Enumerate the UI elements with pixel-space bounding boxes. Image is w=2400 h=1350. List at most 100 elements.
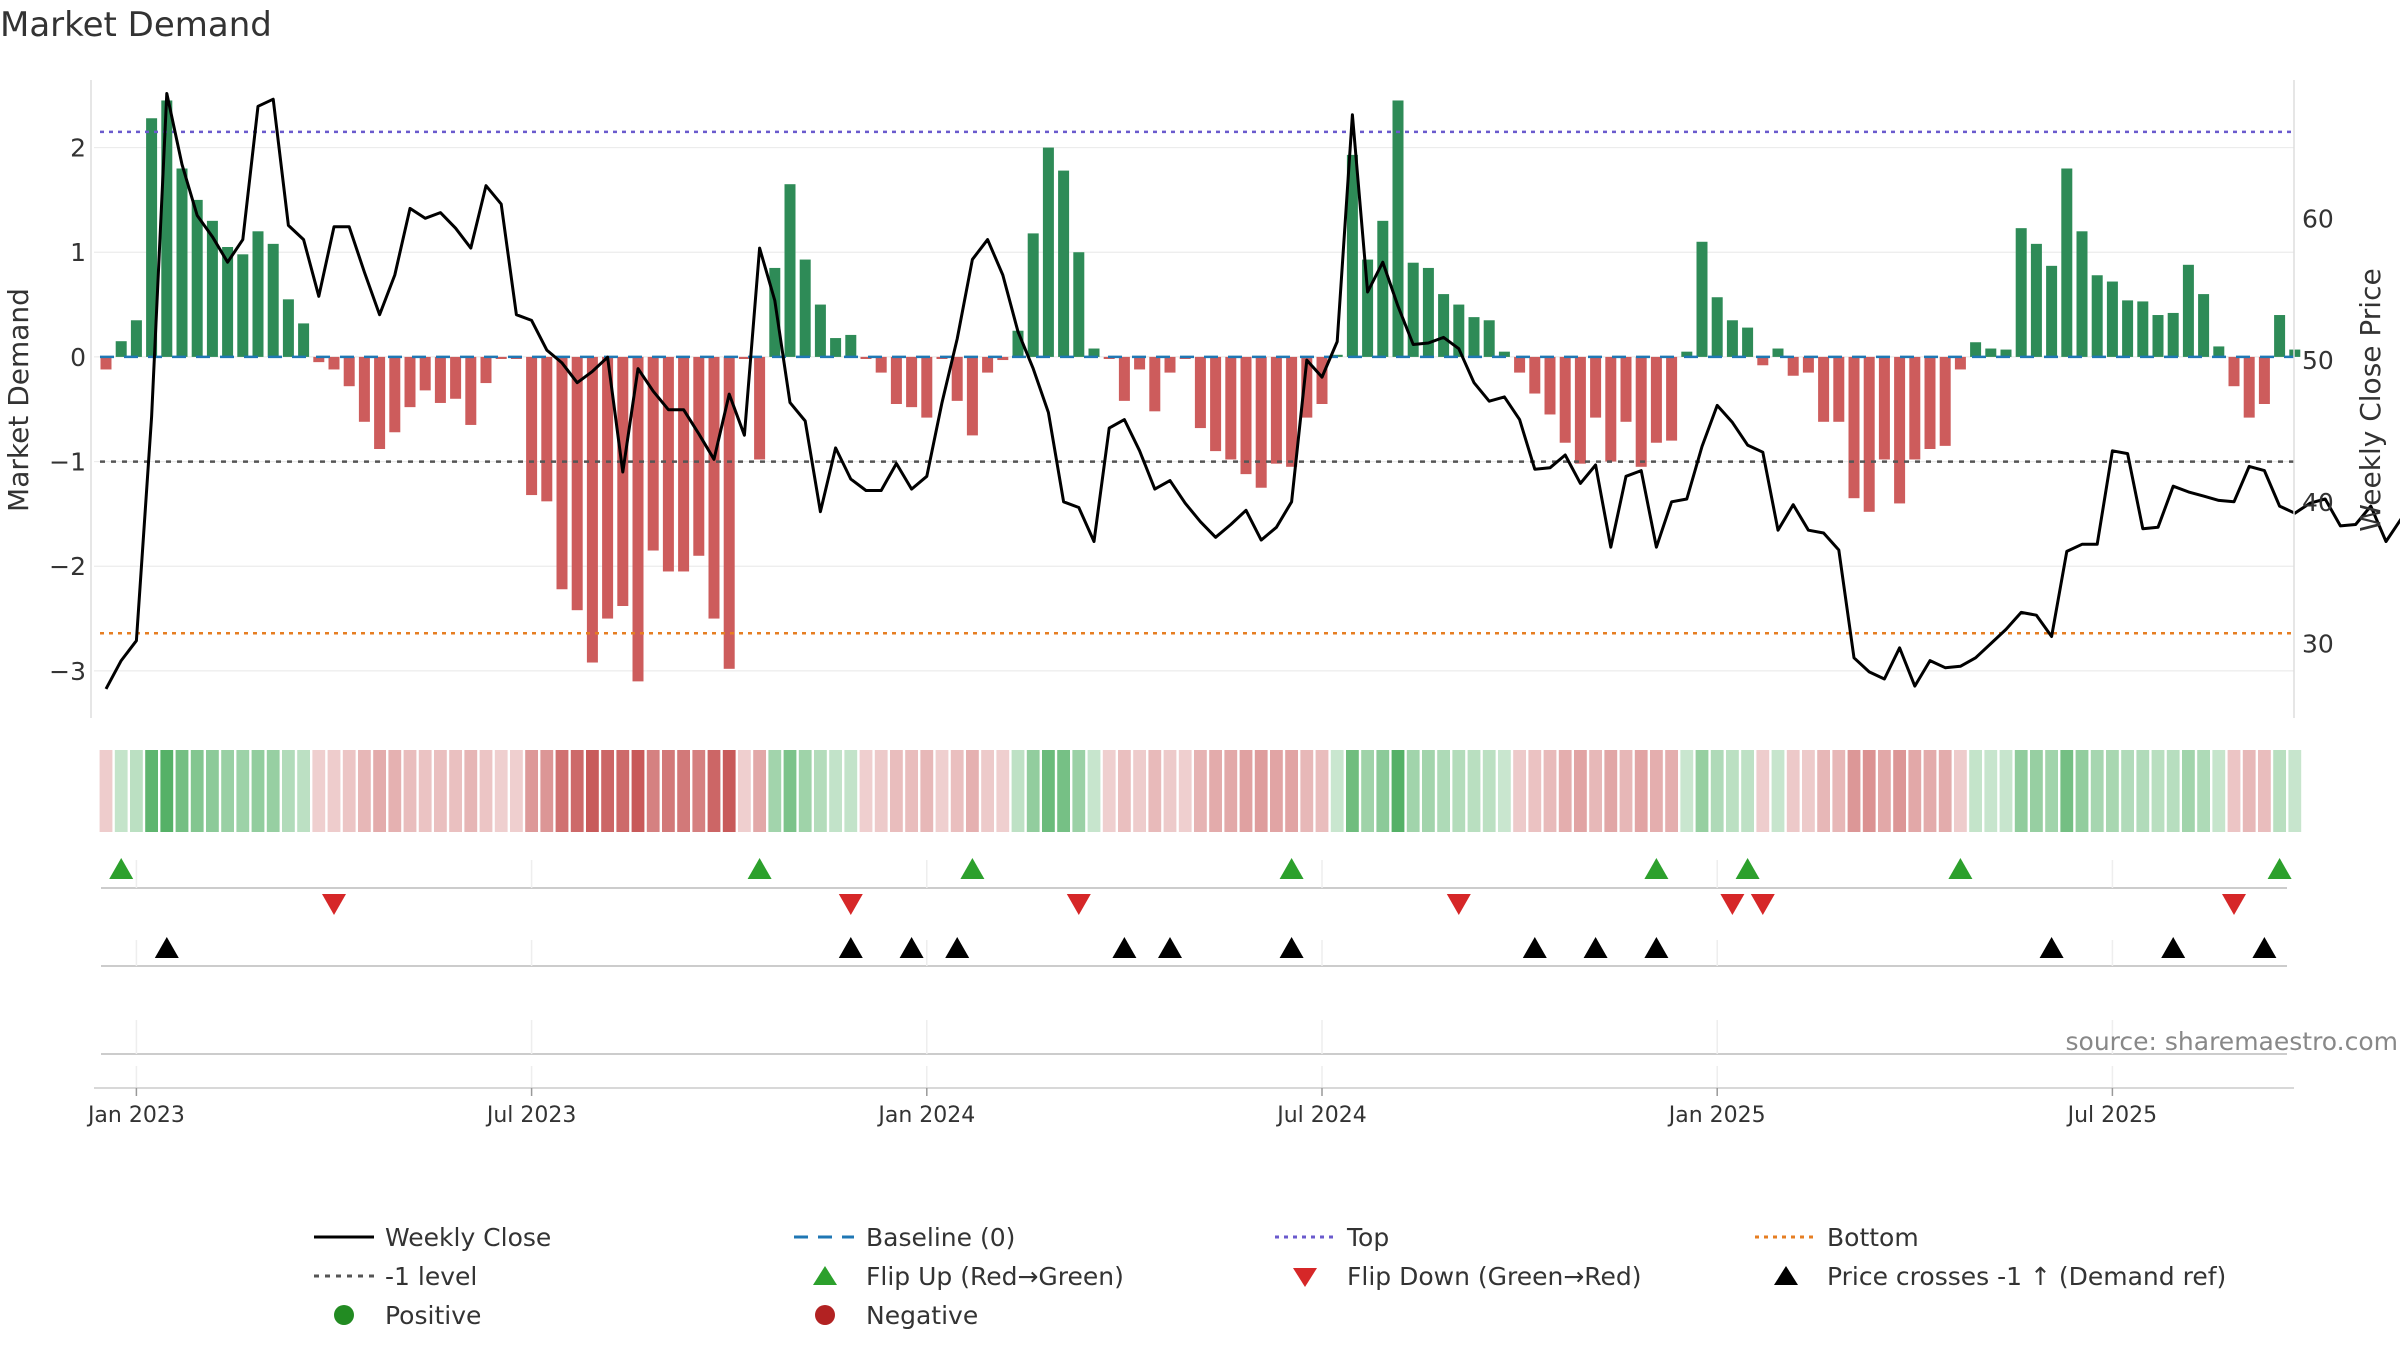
heat-cell <box>753 750 766 832</box>
demand-bar <box>860 356 872 359</box>
heat-cell <box>403 750 417 832</box>
heat-cell <box>1923 750 1937 832</box>
demand-bar <box>526 356 538 496</box>
heat-cell <box>1330 750 1344 832</box>
demand-bar <box>2015 228 2027 357</box>
heat-cell <box>1315 750 1329 832</box>
demand-bar <box>2046 265 2058 357</box>
demand-bar <box>343 356 355 387</box>
heat-cell <box>1057 750 1070 832</box>
marker-panels <box>101 860 2287 1088</box>
demand-bar <box>282 299 294 357</box>
heat-cell <box>1589 750 1602 832</box>
heat-cell <box>2045 750 2058 832</box>
legend-item-weekly-close: Weekly Close <box>314 1223 551 1252</box>
demand-bar <box>1240 356 1252 475</box>
heat-cell <box>494 750 508 832</box>
heat-cell <box>114 750 128 832</box>
heat-cell <box>2121 750 2134 832</box>
legend-label-bottom: Bottom <box>1827 1223 1919 1252</box>
heat-cell <box>312 750 326 832</box>
x-tick-label: Jan 2023 <box>86 1103 185 1128</box>
price-cross-markers <box>154 937 2277 958</box>
heat-cell <box>1498 750 1511 832</box>
demand-bar <box>1650 356 1662 443</box>
price-cross-marker <box>945 937 970 958</box>
price-cross-marker <box>1158 937 1182 958</box>
demand-bar <box>1270 356 1282 464</box>
flip-down-marker <box>1720 894 1745 915</box>
legend-label-top: Top <box>1346 1223 1389 1252</box>
legend-label-weekly-close: Weekly Close <box>385 1223 551 1252</box>
heat-cell <box>966 750 979 832</box>
price-cross-icon <box>1774 1266 1798 1285</box>
price-cross-marker <box>1583 937 1608 958</box>
flip-up-marker <box>2267 858 2292 879</box>
demand-bar <box>921 356 933 418</box>
heat-cell <box>1756 750 1770 832</box>
demand-bar <box>434 356 446 403</box>
heat-cell <box>1209 750 1222 832</box>
demand-bar <box>602 356 614 619</box>
heat-cell <box>1391 750 1405 832</box>
demand-bar <box>1696 241 1708 357</box>
x-tick-label: Jul 2024 <box>1275 1103 1367 1128</box>
heat-cell <box>935 750 949 832</box>
demand-bar <box>298 323 310 357</box>
right-axis-ticks: 60 50 40 30 <box>2302 204 2334 658</box>
heat-cell <box>2060 750 2074 832</box>
demand-bar <box>845 334 857 357</box>
left-tick-label: 2 <box>70 134 86 163</box>
reference-lines <box>100 130 2294 635</box>
demand-bar <box>1939 356 1951 446</box>
heat-cell <box>874 750 888 832</box>
left-tick-label: 1 <box>70 238 86 267</box>
heat-cell <box>1771 750 1785 832</box>
heat-cell <box>1361 750 1374 832</box>
x-tick-label: Jul 2025 <box>2066 1103 2158 1128</box>
heat-cell <box>1650 750 1663 832</box>
flip-down-marker <box>1750 894 1775 915</box>
demand-bar <box>1559 356 1571 443</box>
heat-cell <box>479 750 493 832</box>
x-tick-label: Jan 2025 <box>1667 1103 1766 1128</box>
price-cross-marker <box>838 937 863 958</box>
price-cross-marker <box>1522 937 1547 958</box>
demand-bar <box>206 220 218 357</box>
demand-bar <box>1954 356 1966 370</box>
legend-label-flip-up: Flip Up (Red→Green) <box>866 1262 1124 1291</box>
heat-cell <box>2106 750 2119 832</box>
heat-cell <box>358 750 371 832</box>
demand-bar <box>966 356 978 436</box>
legend-item-price-cross: Price crosses -1 ↑ (Demand ref) <box>1774 1262 2226 1291</box>
heat-cell <box>1300 750 1314 832</box>
heat-cell <box>1619 750 1633 832</box>
heat-cell <box>418 750 432 832</box>
heat-cell <box>297 750 310 832</box>
heat-cell <box>692 750 706 832</box>
demand-bar <box>2167 312 2179 357</box>
heat-cell <box>2136 750 2150 832</box>
heat-cell <box>221 750 234 832</box>
demand-bar <box>1316 356 1328 404</box>
heat-cell <box>1467 750 1481 832</box>
demand-bar <box>982 356 994 373</box>
demand-bar <box>906 356 918 408</box>
demand-bar <box>1726 320 1738 357</box>
legend-item-positive: Positive <box>334 1301 481 1330</box>
flip-down-marker <box>2222 894 2246 915</box>
heat-cell <box>1574 750 1587 832</box>
heat-cell <box>1133 750 1146 832</box>
demand-bar <box>313 356 325 363</box>
demand-bar <box>738 356 750 359</box>
demand-bar <box>404 356 416 408</box>
demand-bar <box>1438 294 1450 357</box>
flip-down-marker <box>1066 894 1091 915</box>
heat-cell <box>1695 750 1709 832</box>
heat-cell <box>586 750 599 832</box>
heat-cell <box>829 750 842 832</box>
heat-cell <box>1270 750 1283 832</box>
demand-bar <box>1863 356 1875 512</box>
right-tick-label: 60 <box>2302 204 2334 233</box>
heat-cell <box>662 750 675 832</box>
